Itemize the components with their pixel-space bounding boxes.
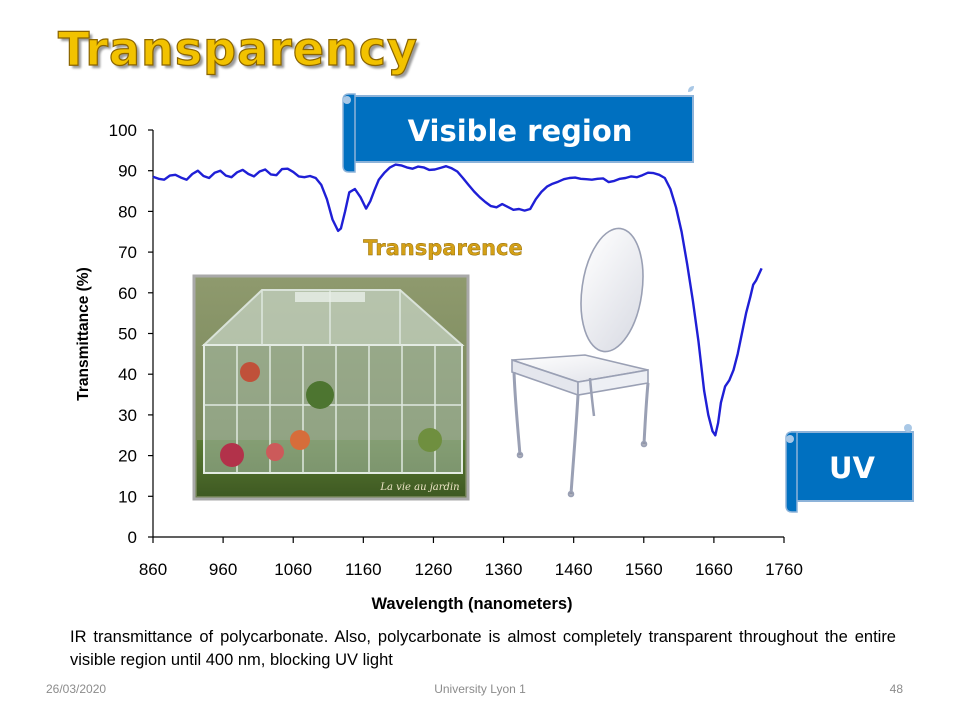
y-tick-label: 10 <box>118 487 137 506</box>
x-tick-label: 1260 <box>415 560 453 579</box>
x-axis-ticks: 860 960 1060 1160 1260 1360 1460 1560 1660 1760 <box>139 537 803 579</box>
visible-region-label: Visible region <box>408 114 633 148</box>
x-tick-label: 860 <box>139 560 167 579</box>
y-tick-label: 80 <box>118 202 137 221</box>
y-tick-label: 30 <box>118 406 137 425</box>
x-tick-label: 1060 <box>274 560 312 579</box>
y-tick-label: 70 <box>118 243 137 262</box>
transparence-label: Transparence <box>363 236 522 260</box>
y-tick-label: 0 <box>128 528 137 547</box>
y-tick-label: 40 <box>118 365 137 384</box>
y-tick-label: 50 <box>118 325 137 344</box>
x-tick-label: 1560 <box>625 560 663 579</box>
slide-title: Transparency <box>57 21 419 76</box>
greenhouse-photo: La vie au jardin <box>192 274 470 501</box>
y-tick-label: 100 <box>109 121 137 140</box>
x-axis-label: Wavelength (nanometers) <box>371 595 572 613</box>
slide-caption: IR transmittance of polycarbonate. Also,… <box>70 628 896 669</box>
y-axis-ticks: 0 10 20 30 40 50 60 70 80 90 100 <box>109 121 153 547</box>
visible-region-banner: Visible region <box>342 86 694 173</box>
y-tick-label: 90 <box>118 162 137 181</box>
transparent-chair-image <box>511 227 650 498</box>
x-tick-label: 1160 <box>345 560 382 579</box>
footer-organization: University Lyon 1 <box>434 682 526 696</box>
y-axis-label: Transmittance (%) <box>75 267 92 401</box>
y-tick-label: 20 <box>118 447 137 466</box>
uv-banner: UV <box>785 424 914 513</box>
x-tick-label: 1360 <box>485 560 523 579</box>
x-tick-label: 1760 <box>765 560 803 579</box>
footer-date: 26/03/2020 <box>46 682 107 696</box>
transmittance-curve <box>152 163 763 437</box>
x-tick-label: 960 <box>209 560 237 579</box>
x-tick-label: 1460 <box>555 560 593 579</box>
footer-page-number: 48 <box>889 682 903 696</box>
x-tick-label: 1660 <box>695 560 733 579</box>
y-tick-label: 60 <box>118 284 137 303</box>
greenhouse-watermark: La vie au jardin <box>379 482 459 493</box>
uv-label: UV <box>829 451 876 485</box>
